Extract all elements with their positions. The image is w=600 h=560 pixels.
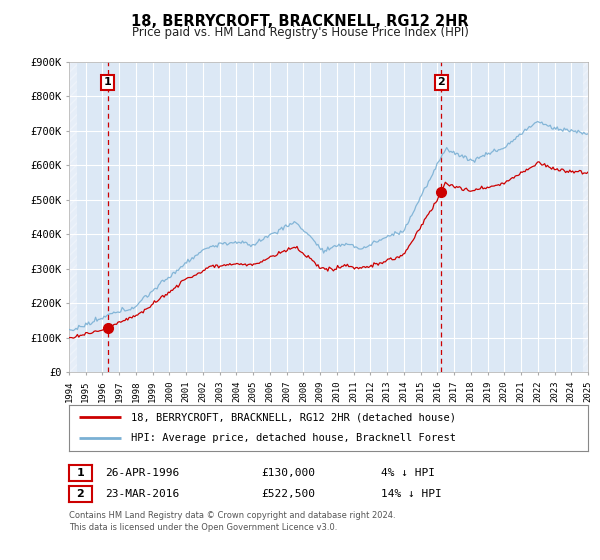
Text: £130,000: £130,000 — [261, 468, 315, 478]
Text: 18, BERRYCROFT, BRACKNELL, RG12 2HR (detached house): 18, BERRYCROFT, BRACKNELL, RG12 2HR (det… — [131, 412, 456, 422]
Text: HPI: Average price, detached house, Bracknell Forest: HPI: Average price, detached house, Brac… — [131, 433, 456, 444]
Text: Price paid vs. HM Land Registry's House Price Index (HPI): Price paid vs. HM Land Registry's House … — [131, 26, 469, 39]
Text: 1: 1 — [77, 468, 84, 478]
Text: 1: 1 — [104, 77, 112, 87]
Text: 4% ↓ HPI: 4% ↓ HPI — [381, 468, 435, 478]
Text: 14% ↓ HPI: 14% ↓ HPI — [381, 489, 442, 499]
Text: 26-APR-1996: 26-APR-1996 — [105, 468, 179, 478]
Text: 2: 2 — [77, 489, 84, 499]
Text: 18, BERRYCROFT, BRACKNELL, RG12 2HR: 18, BERRYCROFT, BRACKNELL, RG12 2HR — [131, 14, 469, 29]
Text: 2: 2 — [437, 77, 445, 87]
Text: Contains HM Land Registry data © Crown copyright and database right 2024.
This d: Contains HM Land Registry data © Crown c… — [69, 511, 395, 532]
Text: £522,500: £522,500 — [261, 489, 315, 499]
Text: 23-MAR-2016: 23-MAR-2016 — [105, 489, 179, 499]
